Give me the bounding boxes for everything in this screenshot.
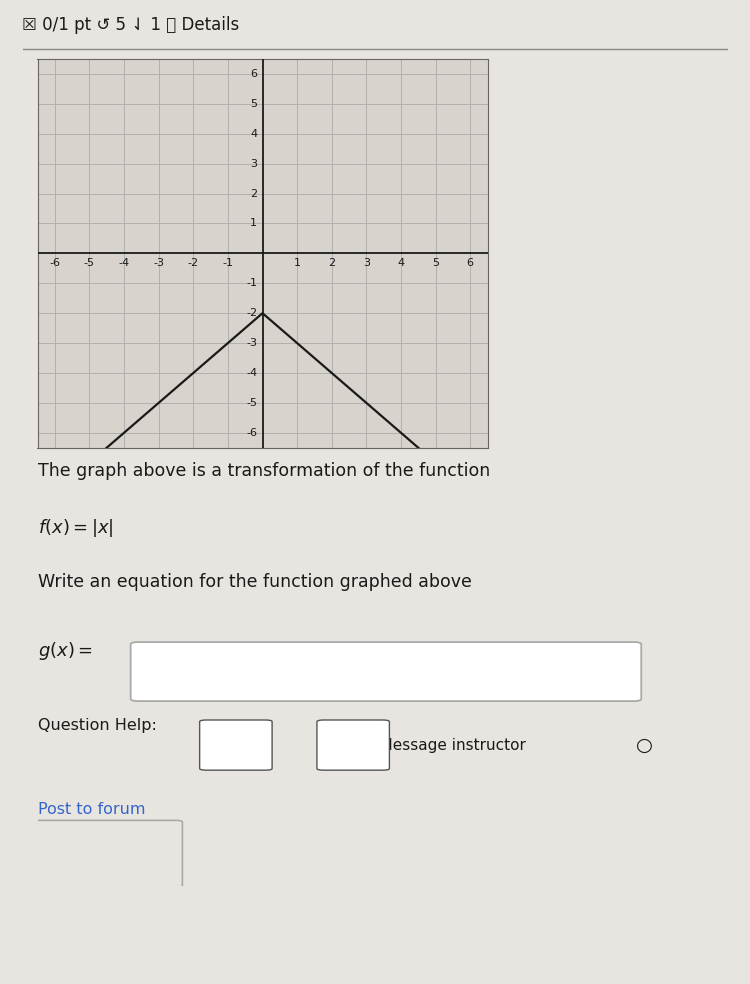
Text: Write an equation for the function graphed above: Write an equation for the function graph… [38,573,471,591]
Text: ▶ Video: ▶ Video [206,738,266,753]
Text: ○: ○ [636,736,653,755]
FancyBboxPatch shape [200,720,272,770]
Text: -5: -5 [84,258,95,268]
FancyBboxPatch shape [317,720,389,770]
Text: 3: 3 [251,158,257,168]
Text: $g(x) =$: $g(x) =$ [38,640,92,661]
Text: 3: 3 [363,258,370,268]
Text: -6: -6 [50,258,60,268]
Text: 6: 6 [466,258,474,268]
Text: 1: 1 [251,218,257,228]
Text: -1: -1 [223,258,233,268]
Text: -3: -3 [153,258,164,268]
Text: -6: -6 [246,428,257,438]
Text: 1: 1 [293,258,301,268]
Text: 4: 4 [251,129,257,139]
Text: ✉ Message instructor: ✉ Message instructor [362,738,526,753]
Text: ☒ 0/1 pt ↺ 5 ⇃ 1 ⓘ Details: ☒ 0/1 pt ↺ 5 ⇃ 1 ⓘ Details [22,16,240,33]
Text: -4: -4 [118,258,130,268]
Text: Post to forum: Post to forum [38,802,145,817]
Text: -5: -5 [246,398,257,408]
Text: The graph above is a transformation of the function: The graph above is a transformation of t… [38,462,490,480]
Text: 4: 4 [398,258,404,268]
Text: $f(x) = |x|$: $f(x) = |x|$ [38,517,113,538]
Text: -3: -3 [246,338,257,348]
Text: 2: 2 [328,258,335,268]
Text: 2: 2 [251,189,257,199]
Text: -4: -4 [246,368,257,378]
Text: 5: 5 [251,98,257,109]
Text: 6: 6 [251,69,257,79]
FancyBboxPatch shape [31,821,182,888]
FancyBboxPatch shape [130,642,641,701]
Text: Question Help:: Question Help: [38,718,156,733]
Text: -2: -2 [246,308,257,318]
Text: Add Work: Add Work [70,846,143,861]
Text: 5: 5 [432,258,439,268]
Text: -1: -1 [246,278,257,288]
Text: -2: -2 [188,258,199,268]
